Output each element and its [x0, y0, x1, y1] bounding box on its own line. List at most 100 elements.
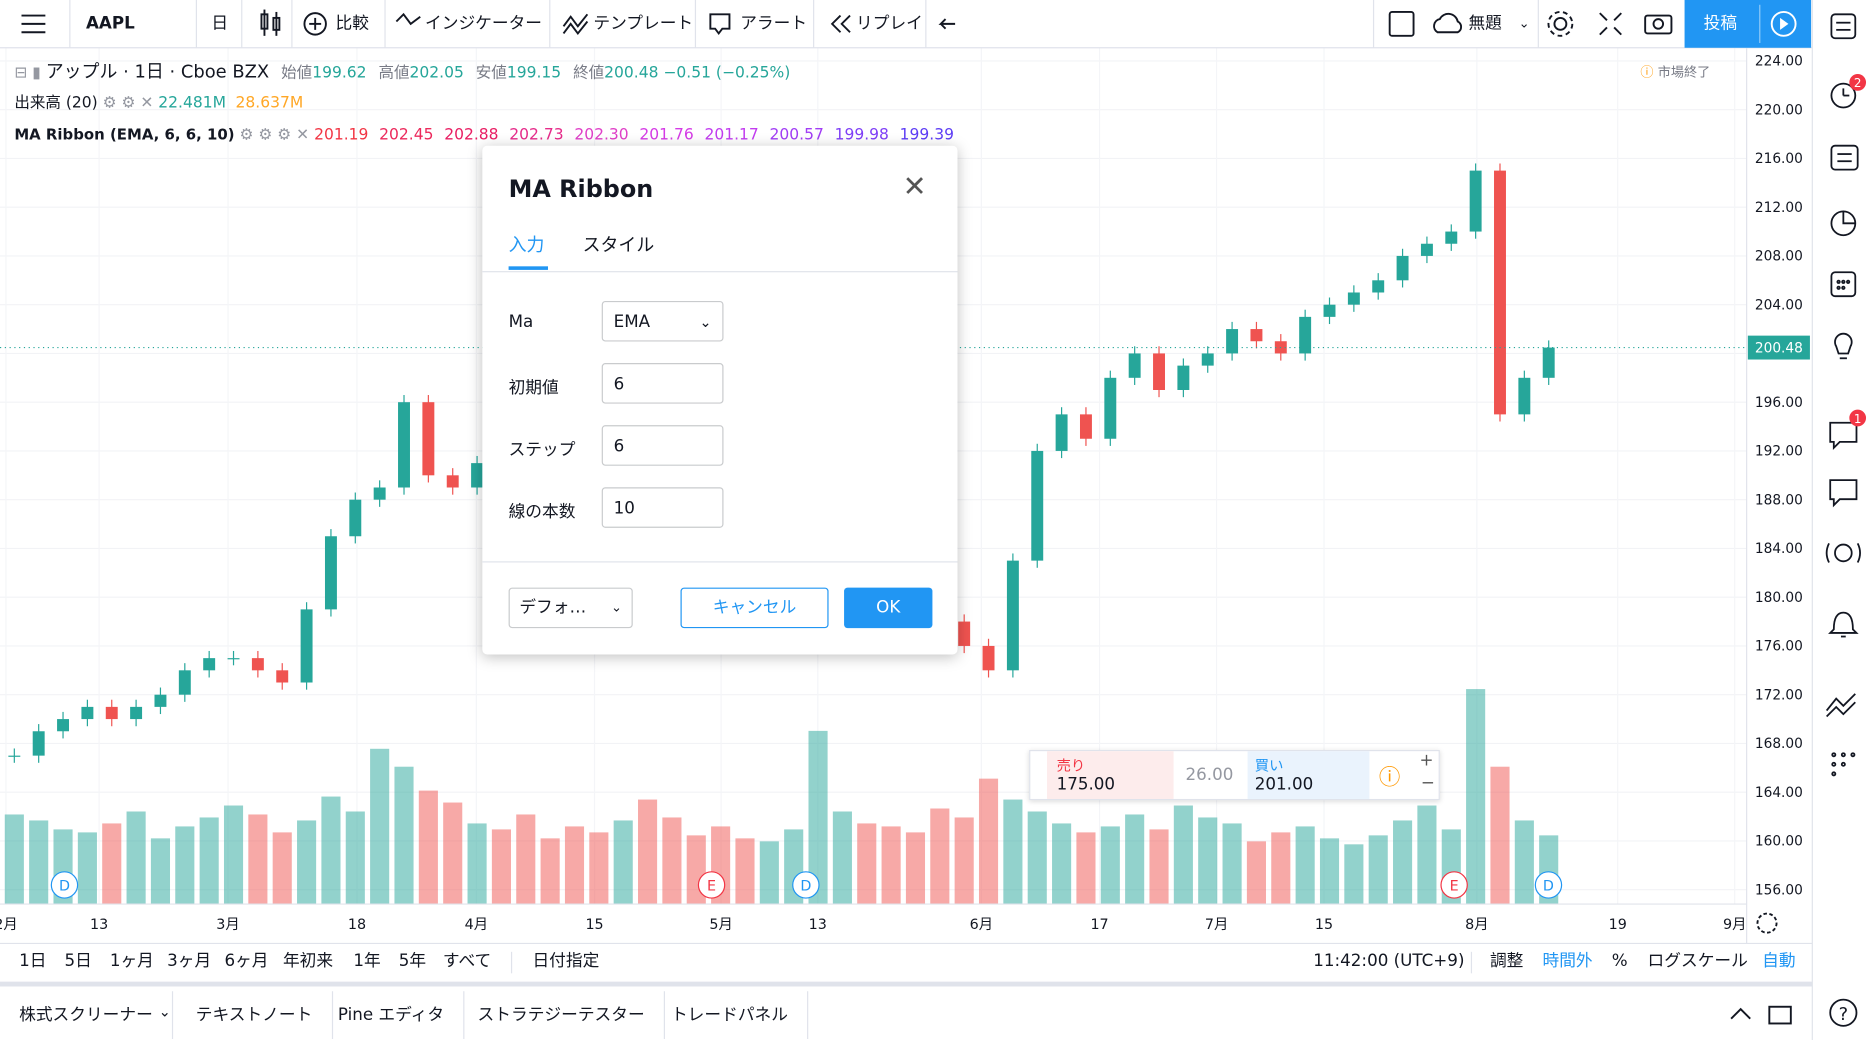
- candle: [130, 706, 143, 720]
- volume-bar: [589, 832, 609, 905]
- interval[interactable]: 日: [211, 14, 229, 34]
- event-marker[interactable]: [50, 871, 79, 899]
- cancel[interactable]: キャンセル: [680, 587, 829, 629]
- candle: [1347, 292, 1360, 305]
- candle: [105, 706, 118, 720]
- info-icon[interactable]: ⓘ: [1378, 765, 1401, 791]
- volume-bar: [248, 814, 268, 905]
- symbol[interactable]: AAPL: [85, 14, 135, 34]
- ohlc-label: 始値: [281, 64, 313, 83]
- sep: [1470, 951, 1473, 974]
- ohlc-value: 202.05: [409, 64, 464, 83]
- range-button[interactable]: 年初来: [282, 951, 334, 971]
- templates[interactable]: テンプレート: [593, 14, 694, 34]
- x-tick-label: 17: [1090, 917, 1108, 933]
- volume-bar: [1003, 799, 1023, 905]
- play-icon[interactable]: [1770, 10, 1797, 37]
- event-marker[interactable]: [1534, 871, 1563, 899]
- field-value: EMA: [613, 312, 651, 333]
- volume-bar: [638, 799, 658, 905]
- range-button[interactable]: 1日: [19, 951, 47, 971]
- candle: [1542, 347, 1555, 378]
- x-tick-label: 6月: [970, 917, 993, 933]
- range-button[interactable]: すべて: [442, 951, 492, 971]
- sidebar-icons[interactable]: [1825, 13, 1861, 1027]
- auto[interactable]: 自動: [1762, 951, 1796, 971]
- legend-row: MA Ribbon (EMA, 6, 6, 10) ⚙ ⚙ ⚙ ✕ 201.19…: [14, 124, 964, 147]
- market-status: ⓘ 市場終了: [1640, 64, 1711, 81]
- ok[interactable]: OK: [844, 587, 933, 629]
- volume-bar: [4, 814, 24, 905]
- volume-bar: [1393, 820, 1413, 905]
- minus[interactable]: −: [1420, 773, 1435, 793]
- help-icon[interactable]: ?: [1839, 1004, 1849, 1025]
- candle: [178, 670, 191, 695]
- replay[interactable]: リプレイ: [856, 14, 923, 34]
- volume-bar: [272, 832, 292, 905]
- plus[interactable]: +: [1419, 751, 1434, 771]
- range-button[interactable]: 5日: [64, 951, 92, 971]
- buy-button[interactable]: 買い 201.00: [1247, 751, 1370, 799]
- bottom-tab[interactable]: 株式スクリーナー: [0, 991, 174, 1039]
- sell-button[interactable]: 売り 175.00: [1047, 751, 1174, 799]
- indicators[interactable]: インジケーター: [425, 14, 543, 34]
- candle: [373, 487, 386, 500]
- extended[interactable]: 時間外: [1542, 951, 1593, 971]
- volume-bar: [978, 778, 999, 905]
- bottom-tab[interactable]: Pine エディタ: [319, 991, 465, 1039]
- event-marker[interactable]: [1440, 871, 1468, 899]
- input[interactable]: 6: [601, 363, 724, 404]
- play-icon[interactable]: [1780, 17, 1789, 30]
- y-tick-label: 168.00: [1755, 736, 1803, 752]
- trade-widget: 売り 175.00 26.00 買い 201.00 ⓘ + −: [1029, 749, 1440, 801]
- alert[interactable]: アラート: [740, 14, 808, 34]
- candle: [1079, 414, 1092, 439]
- collapse-icon[interactable]: ⊟ ▮: [14, 64, 46, 83]
- event-marker[interactable]: [792, 871, 820, 899]
- event-marker[interactable]: [697, 871, 726, 899]
- bottom-tab[interactable]: ストラテジーテスター: [458, 991, 665, 1039]
- buy-price: 201.00: [1254, 775, 1314, 795]
- y-tick-label: 216.00: [1755, 151, 1803, 167]
- range-button[interactable]: 5年: [398, 951, 427, 971]
- percent[interactable]: %: [1611, 951, 1628, 971]
- publish-bg[interactable]: [1684, 0, 1812, 48]
- candle: [1006, 560, 1019, 671]
- caret: ⌄: [158, 1003, 171, 1020]
- volume-bar: [321, 796, 341, 905]
- range-button[interactable]: 1年: [353, 951, 381, 971]
- volume-bar: [1271, 832, 1291, 905]
- publish[interactable]: 投稿: [1703, 14, 1738, 34]
- bottom-tab[interactable]: トレードパネル: [652, 991, 809, 1039]
- tab-active[interactable]: 入力: [508, 234, 545, 256]
- input[interactable]: 10: [601, 487, 724, 528]
- ribbon-value: 201.76: [639, 126, 694, 145]
- range-button[interactable]: 3ヶ月: [167, 951, 212, 971]
- tab[interactable]: スタイル: [582, 234, 655, 256]
- defaults[interactable]: デフォ… ⌄: [508, 587, 633, 629]
- adjust[interactable]: 調整: [1489, 951, 1524, 971]
- icons[interactable]: ⚙ ⚙ ⚙ ✕: [239, 126, 310, 145]
- x-tick-label: 5月: [709, 917, 732, 933]
- range-button[interactable]: 1ヶ月: [109, 951, 154, 971]
- ohlc-value: 199.62: [312, 64, 367, 83]
- ribbon-value: 202.73: [509, 126, 564, 145]
- y-tick-label: 192.00: [1755, 444, 1803, 460]
- log[interactable]: ログスケール: [1647, 951, 1748, 971]
- close[interactable]: ✕: [902, 169, 927, 204]
- input[interactable]: 6: [601, 425, 724, 466]
- range-button[interactable]: 6ヶ月: [224, 951, 269, 971]
- bottom-tab[interactable]: テキストノート: [177, 991, 333, 1039]
- ohlc-label: 安値: [475, 64, 507, 83]
- compare[interactable]: 比較: [335, 14, 369, 34]
- candle: [1177, 365, 1190, 390]
- x-tick-label: 15: [585, 917, 603, 933]
- settings-icon[interactable]: [1756, 912, 1778, 934]
- toolbar-icons[interactable]: [21, 9, 1792, 1025]
- icons[interactable]: ⚙ ⚙ ✕: [102, 94, 154, 113]
- goto-date[interactable]: 日付指定: [532, 951, 600, 971]
- ohlc-label: 高値: [378, 64, 410, 83]
- layout-name[interactable]: 無題: [1468, 14, 1502, 34]
- select[interactable]: EMA ⌄: [601, 300, 724, 342]
- volume-bar: [1466, 689, 1486, 905]
